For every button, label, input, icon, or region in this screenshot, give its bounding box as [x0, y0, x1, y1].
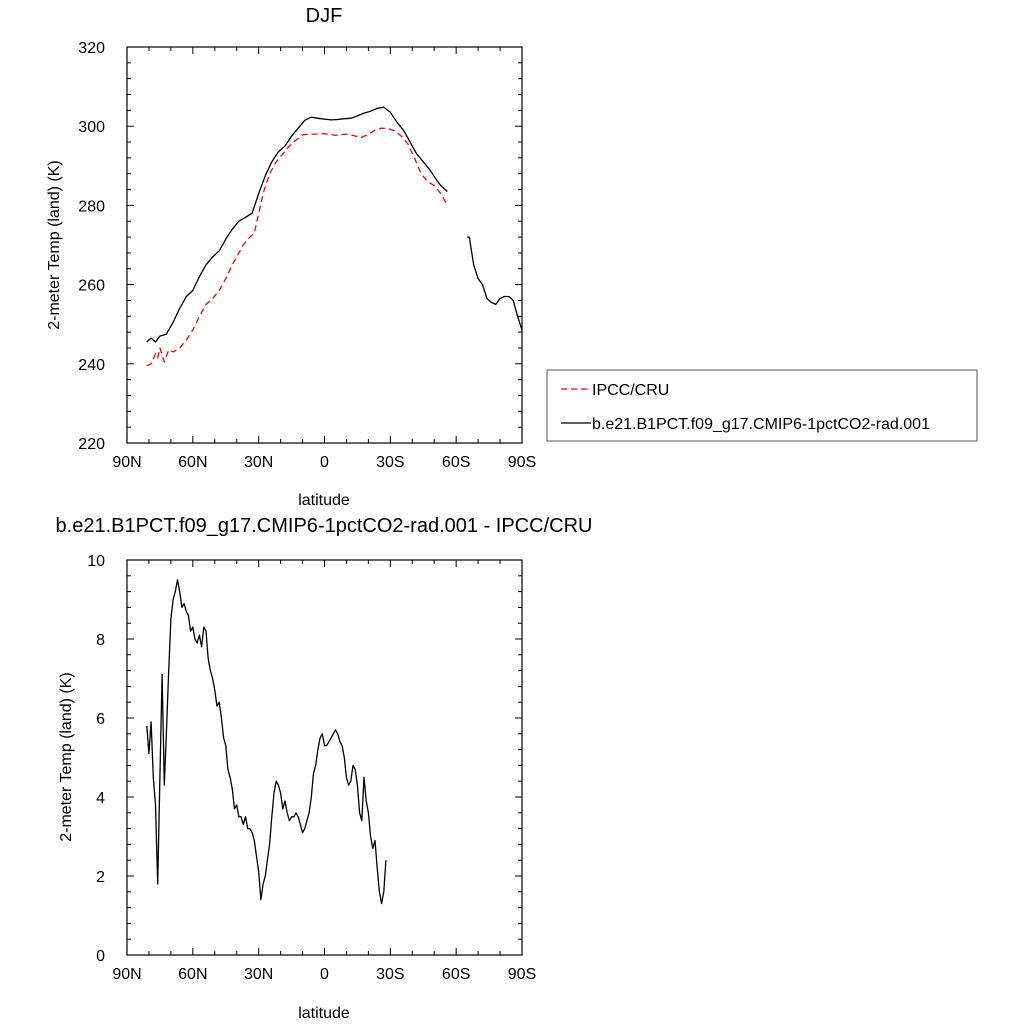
x-tick-label: 60S — [442, 454, 470, 471]
x-tick-label: 90N — [112, 454, 141, 471]
chart-title: b.e21.B1PCT.f09_g17.CMIP6-1pctCO2-rad.00… — [56, 515, 593, 537]
y-tick-label: 8 — [96, 632, 105, 649]
x-tick-label: 60N — [178, 454, 207, 471]
difference-panel: b.e21.B1PCT.f09_g17.CMIP6-1pctCO2-rad.00… — [56, 515, 593, 1022]
x-tick-label: 60N — [178, 966, 207, 983]
y-tick-label: 0 — [96, 948, 105, 965]
x-tick-label: 0 — [320, 454, 329, 471]
x-tick-label: 60S — [442, 966, 470, 983]
x-tick-label: 30S — [376, 454, 404, 471]
series-line — [146, 127, 448, 367]
plot-area: 90N 60N 30N 0 30S 60S 90S 0 2 4 6 8 10 — [87, 553, 536, 983]
legend-label-ipcc-cru: IPCC/CRU — [592, 382, 669, 399]
y-tick-label: 280 — [78, 198, 105, 215]
y-tick-label: 220 — [78, 436, 105, 453]
x-tick-label: 0 — [320, 966, 329, 983]
legend-label-model: b.e21.B1PCT.f09_g17.CMIP6-1pctCO2-rad.00… — [592, 416, 930, 433]
x-tick-label: 90S — [508, 454, 536, 471]
plot-area: 90N 60N 30N 0 30S 60S 90S 220 240 260 280 300 320 — [78, 40, 536, 471]
x-axis-label: latitude — [298, 492, 350, 509]
y-tick-label: 260 — [78, 278, 105, 295]
series-line — [467, 236, 523, 331]
x-tick-label: 30N — [244, 454, 273, 471]
series-line — [146, 106, 448, 343]
y-tick-label: 4 — [96, 790, 105, 807]
y-axis-label: 2-meter Temp (land) (K) — [46, 160, 63, 330]
x-axis-label: latitude — [298, 1005, 350, 1022]
plot-frame — [126, 559, 523, 956]
legend-box — [546, 369, 978, 442]
chart-title: DJF — [306, 5, 343, 27]
x-tick-label: 90N — [112, 966, 141, 983]
djf-temperature-panel: DJF 90N 60N 30N 0 30S 60S 90S 220 240 260 280 300 32… — [46, 5, 536, 509]
y-tick-label: 10 — [87, 553, 105, 570]
y-tick-label: 6 — [96, 711, 105, 728]
x-tick-label: 30N — [244, 966, 273, 983]
series-line — [146, 579, 387, 905]
y-tick-label: 320 — [78, 40, 105, 57]
x-tick-label: 90S — [508, 966, 536, 983]
plot-frame — [126, 46, 523, 444]
x-tick-label: 30S — [376, 966, 404, 983]
y-tick-label: 240 — [78, 357, 105, 374]
y-tick-label: 2 — [96, 869, 105, 886]
y-axis-label: 2-meter Temp (land) (K) — [58, 672, 75, 842]
y-tick-label: 300 — [78, 119, 105, 136]
legend: IPCC/CRU b.e21.B1PCT.f09_g17.CMIP6-1pctC… — [546, 369, 978, 442]
